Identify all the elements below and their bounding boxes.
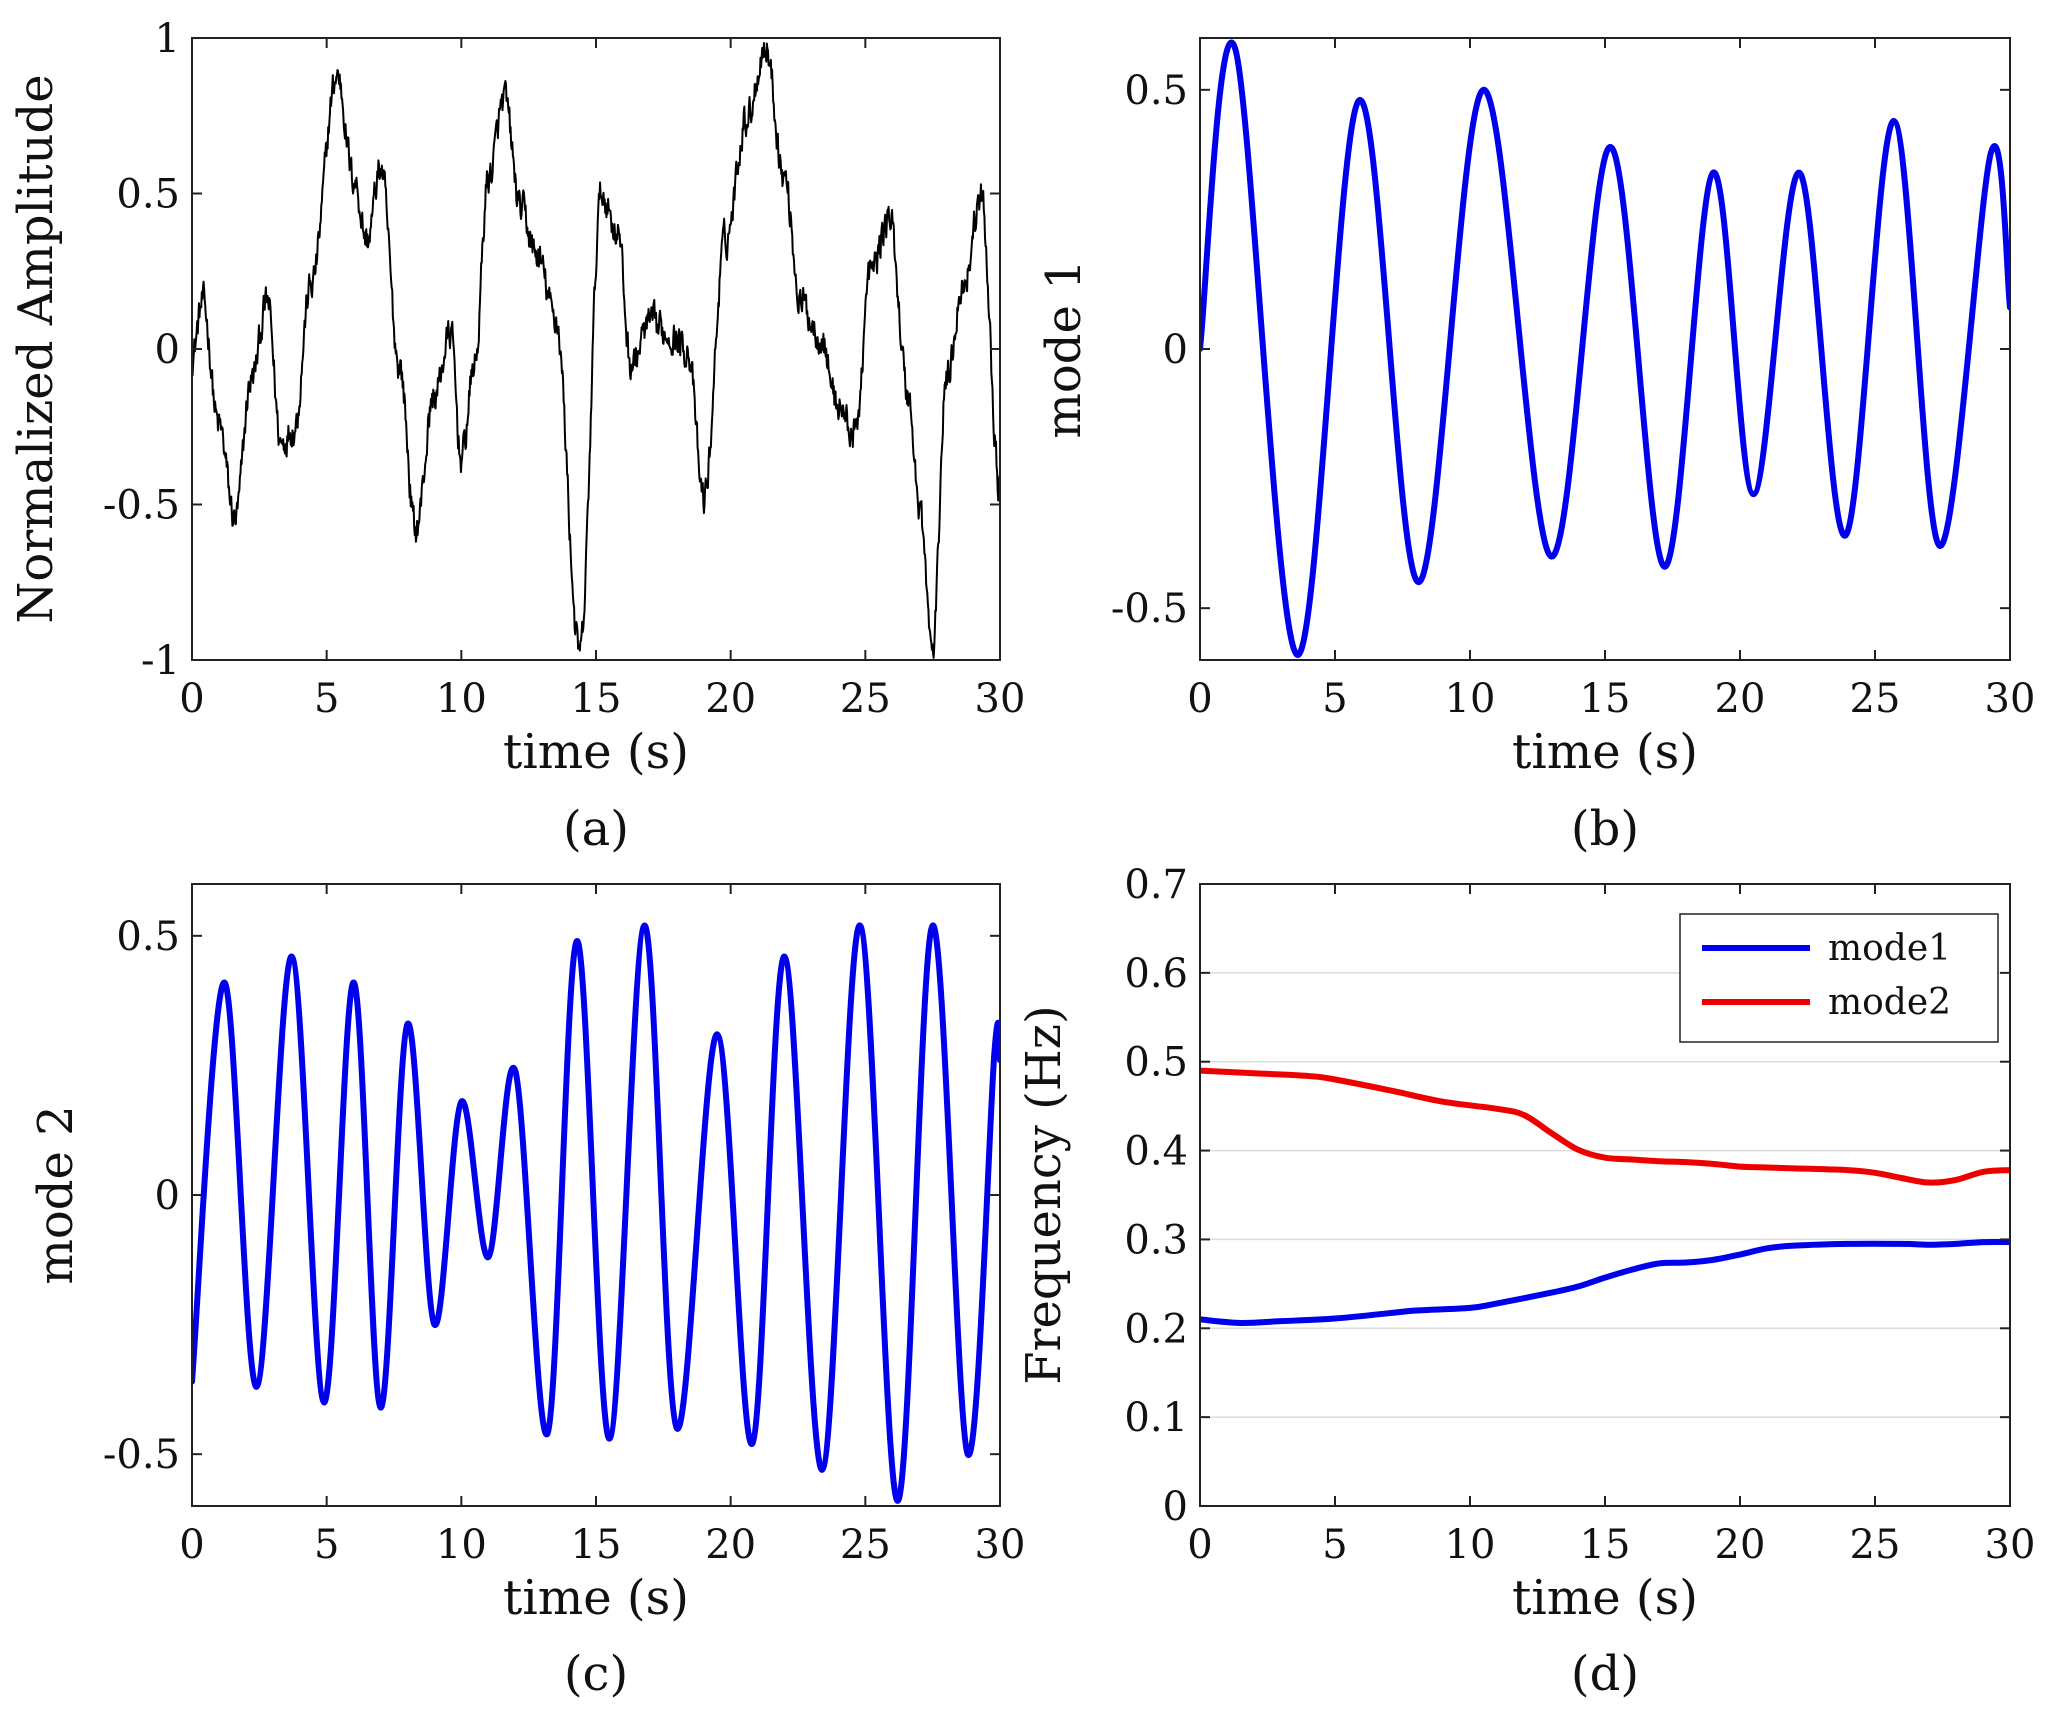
legend: mode1 mode2 [1679, 913, 1999, 1043]
x-tick-label: 30 [975, 1522, 1026, 1568]
series-line-mode-2 [192, 922, 1000, 1504]
y-tick-label: 0 [155, 1173, 180, 1219]
x-tick-label: 20 [705, 676, 756, 722]
chart-c: 0 5 10 15 20 25 30 -0.5 0 0.5 time (s) mode 2 (c) [28, 883, 1026, 1702]
y-tick-label: 0.5 [116, 914, 180, 960]
legend-label: mode1 [1828, 928, 1951, 969]
y-tick-label: 1 [155, 16, 180, 62]
x-tick-label: 25 [840, 676, 891, 722]
y-tick-label: -0.5 [103, 483, 180, 529]
x-tick-label: 10 [1445, 1522, 1496, 1568]
y-tick-label: 0.5 [1124, 68, 1188, 114]
x-tick-label: 0 [1187, 1522, 1212, 1568]
y-tick-label: -0.5 [103, 1432, 180, 1478]
panel-caption: (b) [1571, 801, 1639, 857]
x-tick-label: 15 [1580, 676, 1631, 722]
series-line-mode-1 [1200, 39, 2010, 658]
y-tick-label: 0.6 [1124, 951, 1188, 997]
x-tick-label: 10 [436, 1522, 487, 1568]
y-tick-label: 0 [1163, 1484, 1188, 1530]
x-tick-label: 0 [179, 1522, 204, 1568]
legend-label: mode2 [1828, 982, 1951, 1023]
y-axis-label: Normalized Amplitude [8, 74, 64, 623]
chart-b: 0 5 10 15 20 25 30 -0.5 0 0.5 time (s) mode 1 (b) [1036, 37, 2036, 857]
x-tick-label: 5 [1322, 1522, 1347, 1568]
x-tick-label: 0 [1187, 676, 1212, 722]
chart-d: 0 5 10 15 20 25 30 0 0.1 0.2 0.3 0.4 0.5 0.6 0.7 time (… [1016, 862, 2035, 1702]
x-tick-label: 10 [436, 676, 487, 722]
x-tick-label: 25 [1850, 676, 1901, 722]
x-tick-label: 30 [1985, 1522, 2036, 1568]
x-tick-label: 5 [1322, 676, 1347, 722]
series-line-mode2 [1200, 1067, 2010, 1186]
x-tick-label: 15 [571, 1522, 622, 1568]
y-tick-label: 0.4 [1124, 1129, 1188, 1175]
axes-box [191, 37, 1001, 661]
x-tick-label: 20 [1715, 676, 1766, 722]
y-tick-label: -0.5 [1111, 586, 1188, 632]
y-axis-label: mode 2 [28, 1105, 84, 1284]
x-tick-label: 25 [1850, 1522, 1901, 1568]
panel-caption: (d) [1571, 1646, 1639, 1702]
y-axis-label: Frequency (Hz) [1016, 1005, 1072, 1384]
y-tick-label: -1 [141, 638, 180, 684]
x-tick-label: 10 [1445, 676, 1496, 722]
x-axis-label: time (s) [503, 724, 689, 780]
x-axis-label: time (s) [503, 1570, 689, 1626]
panel-caption: (c) [564, 1646, 628, 1702]
x-tick-label: 0 [179, 676, 204, 722]
y-tick-label: 0.3 [1124, 1217, 1188, 1263]
y-tick-label: 0.1 [1124, 1395, 1188, 1441]
panel-caption: (a) [563, 801, 629, 857]
x-tick-label: 15 [571, 676, 622, 722]
y-tick-label: 0.5 [116, 172, 180, 218]
y-tick-label: 0 [1163, 327, 1188, 373]
series-line-mode1 [1200, 1238, 2010, 1326]
x-tick-label: 15 [1580, 1522, 1631, 1568]
x-axis-label: time (s) [1512, 724, 1698, 780]
chart-a: 0 5 10 15 20 25 30 -1 -0.5 0 0.5 1 time (s) Normalize… [8, 16, 1025, 857]
x-tick-label: 20 [1715, 1522, 1766, 1568]
x-tick-label: 20 [705, 1522, 756, 1568]
x-tick-label: 5 [314, 676, 339, 722]
y-tick-label: 0.2 [1124, 1306, 1188, 1352]
x-tick-label: 25 [840, 1522, 891, 1568]
x-tick-label: 30 [1985, 676, 2036, 722]
y-axis-label: mode 1 [1036, 259, 1092, 438]
y-tick-label: 0.7 [1124, 862, 1188, 908]
y-tick-label: 0 [155, 327, 180, 373]
y-tick-label: 0.5 [1124, 1040, 1188, 1086]
legend-box [1679, 913, 1999, 1043]
x-tick-label: 5 [314, 1522, 339, 1568]
x-tick-label: 30 [975, 676, 1026, 722]
series-line-signal [192, 42, 1000, 659]
x-axis-label: time (s) [1512, 1570, 1698, 1626]
